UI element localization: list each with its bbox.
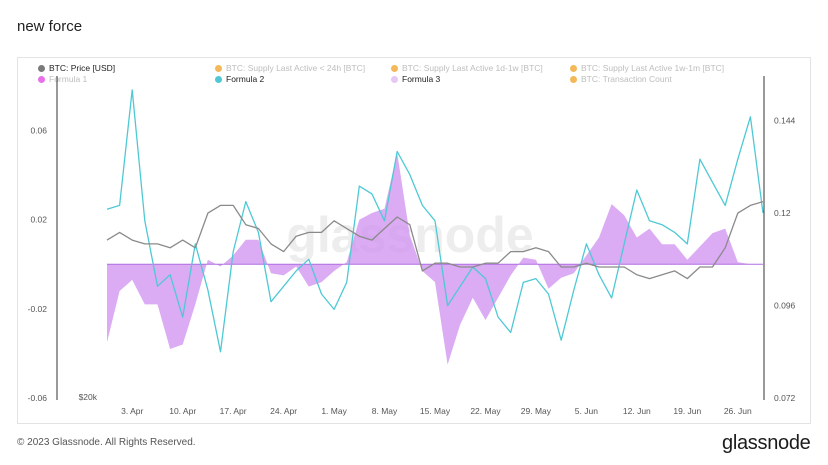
series-area-formula-3 (107, 152, 763, 365)
right-tick-label: 0.096 (774, 301, 796, 311)
x-tick-label: 17. Apr (220, 406, 247, 416)
legend-dot (391, 75, 398, 83)
x-tick-label: 3. Apr (121, 406, 143, 416)
right-tick-label: 0.072 (774, 393, 796, 403)
x-tick-label: 29. May (521, 406, 552, 416)
left-tick-label: 0.06 (30, 126, 47, 136)
legend-label: BTC: Supply Last Active 1d-1w [BTC] (402, 63, 543, 73)
legend-dot (391, 64, 398, 72)
chart-frame (17, 57, 811, 424)
left-tick-label: 0.02 (30, 215, 47, 225)
legend-dot (570, 75, 577, 83)
legend-label: BTC: Supply Last Active < 24h [BTC] (226, 63, 366, 73)
left-tick-label: -0.06 (28, 393, 48, 403)
legend-formula-1[interactable]: Formula 1 (38, 74, 87, 84)
x-tick-label: 22. May (470, 406, 501, 416)
left-tick-label: -0.02 (28, 304, 48, 314)
legend-formula-3[interactable]: Formula 3 (391, 74, 440, 84)
series-line-btc-price (106, 200, 764, 280)
glassnode-logo: glassnode (722, 432, 811, 454)
x-tick-label: 26. Jun (724, 406, 752, 416)
legend-dot (38, 75, 45, 83)
left-axis-bottom-label: $20k (79, 392, 98, 402)
legend-label: BTC: Transaction Count (581, 74, 672, 84)
legend-dot (215, 64, 222, 72)
right-tick-label: 0.144 (774, 116, 796, 126)
x-tick-label: 12. Jun (623, 406, 651, 416)
x-tick-label: 1. May (321, 406, 347, 416)
legend-dot (215, 75, 222, 83)
legend-label: BTC: Supply Last Active 1w-1m [BTC] (581, 63, 725, 73)
legend-label: Formula 2 (226, 74, 265, 84)
legend-formula-2[interactable]: Formula 2 (215, 74, 264, 84)
x-tick-label: 15. May (420, 406, 451, 416)
x-tick-label: 8. May (372, 406, 398, 416)
chart-title: new force (17, 18, 83, 35)
legend-label: Formula 1 (49, 74, 88, 84)
legend-supply-24h[interactable]: BTC: Supply Last Active < 24h [BTC] (215, 63, 365, 73)
legend-supply-1d-1w[interactable]: BTC: Supply Last Active 1d-1w [BTC] (391, 63, 543, 73)
legend-transaction-count[interactable]: BTC: Transaction Count (570, 74, 672, 84)
legend-dot (570, 64, 577, 72)
x-tick-label: 19. Jun (673, 406, 701, 416)
right-tick-label: 0.12 (774, 208, 791, 218)
legend-label: Formula 3 (402, 74, 441, 84)
legend-supply-1w-1m[interactable]: BTC: Supply Last Active 1w-1m [BTC] (570, 63, 724, 73)
x-tick-label: 5. Jun (575, 406, 598, 416)
series-line-formula-2 (106, 89, 764, 353)
legend-dot (38, 64, 45, 72)
legend-btc-price[interactable]: BTC: Price [USD] (38, 63, 115, 73)
legend-label: BTC: Price [USD] (49, 63, 116, 73)
x-tick-label: 10. Apr (169, 406, 196, 416)
x-tick-label: 24. Apr (270, 406, 297, 416)
copyright-text: © 2023 Glassnode. All Rights Reserved. (17, 437, 196, 448)
